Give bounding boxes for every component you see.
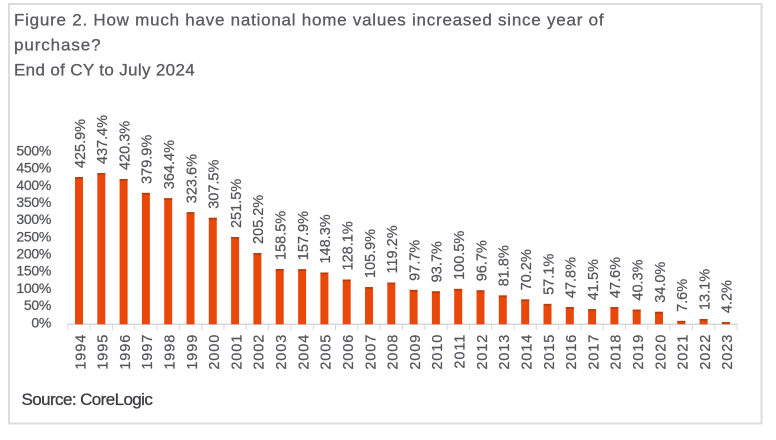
svg-text:2018: 2018 [609,334,625,370]
svg-text:350%: 350% [16,194,51,210]
svg-text:157.9%: 157.9% [296,211,312,260]
svg-text:81.8%: 81.8% [497,245,513,286]
svg-text:2004: 2004 [296,334,312,370]
svg-text:1994: 1994 [73,334,89,370]
svg-text:420.3%: 420.3% [117,121,133,170]
svg-text:47.8%: 47.8% [564,257,580,298]
svg-text:250%: 250% [16,228,51,244]
svg-text:2008: 2008 [386,334,402,370]
svg-text:105.9%: 105.9% [363,229,379,278]
svg-text:70.2%: 70.2% [519,249,535,290]
svg-text:100.5%: 100.5% [452,231,468,280]
svg-text:47.6%: 47.6% [608,257,624,298]
svg-text:379.9%: 379.9% [140,135,156,184]
svg-text:2010: 2010 [430,334,446,370]
svg-text:148.3%: 148.3% [318,214,334,263]
svg-text:200%: 200% [16,246,51,262]
svg-text:2017: 2017 [586,334,602,370]
svg-text:0%: 0% [31,314,51,330]
svg-text:1996: 1996 [118,334,134,370]
svg-text:1995: 1995 [96,334,112,370]
svg-text:2005: 2005 [319,334,335,370]
svg-text:425.9%: 425.9% [73,119,89,168]
svg-text:2006: 2006 [341,334,357,370]
svg-text:34.0%: 34.0% [653,262,669,303]
svg-text:2022: 2022 [698,334,714,370]
svg-text:97.7%: 97.7% [407,240,423,281]
svg-text:2001: 2001 [229,334,245,370]
svg-text:4.2%: 4.2% [720,280,736,313]
svg-text:2019: 2019 [631,334,647,370]
svg-text:128.1%: 128.1% [341,221,357,270]
svg-text:2000: 2000 [207,334,223,370]
svg-text:Source: CoreLogic: Source: CoreLogic [22,390,154,409]
svg-text:2011: 2011 [453,334,469,369]
svg-text:205.2%: 205.2% [251,195,267,244]
svg-text:150%: 150% [16,263,51,279]
svg-text:40.3%: 40.3% [631,259,647,300]
svg-text:307.5%: 307.5% [207,160,223,209]
svg-text:251.5%: 251.5% [229,179,245,228]
svg-text:1999: 1999 [185,334,201,370]
svg-text:2016: 2016 [564,334,580,370]
svg-text:2007: 2007 [363,334,379,370]
svg-text:119.2%: 119.2% [385,225,401,273]
svg-text:2023: 2023 [720,334,736,370]
svg-text:1998: 1998 [163,334,179,370]
svg-text:Figure 2. How much have nation: Figure 2. How much have national home va… [14,11,604,30]
svg-text:1997: 1997 [140,334,156,370]
svg-text:2009: 2009 [408,334,424,370]
svg-text:300%: 300% [16,211,51,227]
svg-text:364.4%: 364.4% [162,140,178,189]
svg-text:13.1%: 13.1% [697,269,713,310]
svg-text:2003: 2003 [274,334,290,370]
svg-text:400%: 400% [16,177,51,193]
svg-text:purchase?: purchase? [14,35,102,54]
svg-text:57.1%: 57.1% [541,254,557,295]
svg-text:450%: 450% [16,160,51,176]
svg-text:2013: 2013 [497,334,513,370]
svg-text:2015: 2015 [542,334,558,370]
svg-text:End of CY to July 2024: End of CY to July 2024 [14,61,195,80]
svg-text:2012: 2012 [475,334,491,370]
svg-text:2020: 2020 [653,334,669,370]
svg-text:93.7%: 93.7% [430,241,446,282]
svg-text:41.5%: 41.5% [586,259,602,300]
svg-text:2021: 2021 [676,334,692,370]
svg-text:323.6%: 323.6% [184,154,200,203]
svg-text:2002: 2002 [252,334,268,370]
svg-text:7.6%: 7.6% [675,279,691,312]
svg-text:2014: 2014 [520,334,536,370]
svg-text:437.4%: 437.4% [95,115,111,164]
svg-text:50%: 50% [24,297,51,313]
svg-text:96.7%: 96.7% [474,240,490,281]
svg-text:100%: 100% [16,280,51,296]
svg-text:158.5%: 158.5% [274,211,290,260]
svg-text:500%: 500% [16,142,51,158]
